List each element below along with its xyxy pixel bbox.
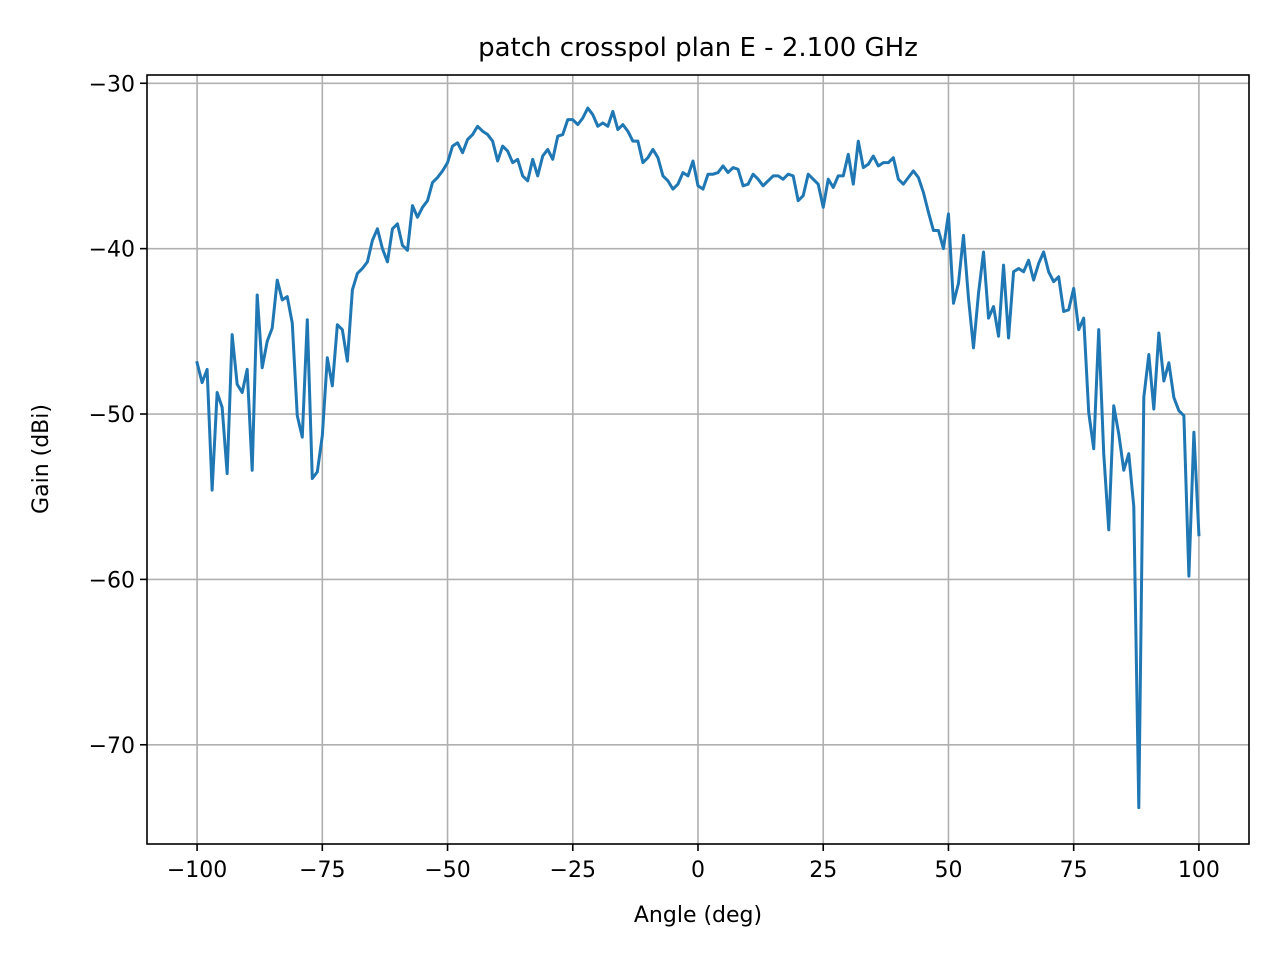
y-tick-label: −60 — [89, 568, 135, 593]
y-tick-label: −40 — [89, 238, 135, 263]
x-tick-label: 0 — [691, 858, 705, 883]
x-tick-label: −75 — [299, 858, 345, 883]
x-tick-label: −25 — [550, 858, 596, 883]
chart-title: patch crosspol plan E - 2.100 GHz — [478, 33, 918, 63]
x-tick-label: 25 — [809, 858, 837, 883]
plot-area — [195, 106, 1201, 810]
x-tick-label: 75 — [1060, 858, 1088, 883]
x-tick-label: −50 — [424, 858, 470, 883]
series-line — [195, 106, 1201, 810]
y-tick-label: −50 — [89, 403, 135, 428]
y-axis-label: Gain (dBi) — [29, 404, 54, 514]
grid — [147, 75, 1249, 844]
x-axis-label: Angle (deg) — [634, 903, 762, 928]
x-tick-label: 100 — [1178, 858, 1220, 883]
x-tick-label: 50 — [934, 858, 962, 883]
y-tick-label: −70 — [89, 734, 135, 759]
axes-frame — [146, 74, 1250, 845]
x-tick-label: −100 — [167, 858, 227, 883]
axis-ticks: −100 −75 −50 −25 0 25 50 75 100 −70 −60 −50 −40 −30 — [89, 72, 1220, 883]
y-tick-label: −30 — [89, 72, 135, 97]
